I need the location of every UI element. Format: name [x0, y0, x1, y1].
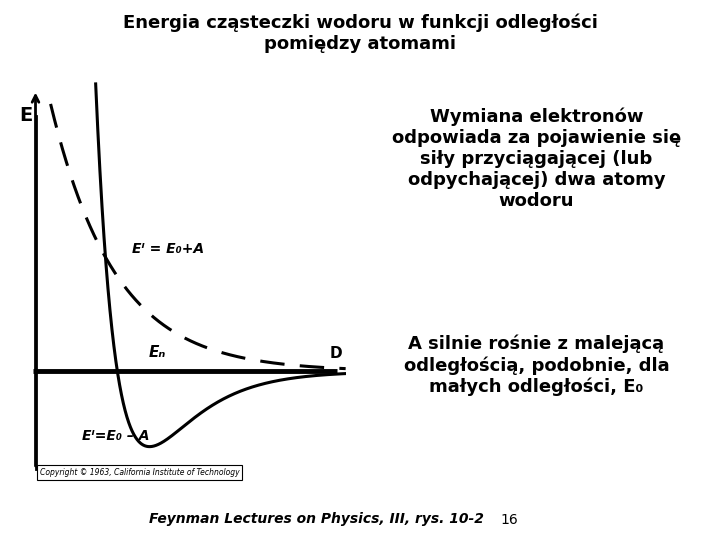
Text: Eᴵ = E₀+A: Eᴵ = E₀+A: [132, 242, 204, 256]
Text: E: E: [19, 106, 32, 125]
Text: 16: 16: [500, 512, 518, 526]
Text: Eₙ: Eₙ: [148, 345, 166, 360]
Text: Eᴵ=E₀ – A: Eᴵ=E₀ – A: [81, 429, 149, 443]
Text: Feynman Lectures on Physics, III, rys. 10-2: Feynman Lectures on Physics, III, rys. 1…: [149, 512, 485, 526]
Text: A silnie rośnie z malejącą
odległością, podobnie, dla
małych odległości, E₀: A silnie rośnie z malejącą odległością, …: [404, 335, 669, 396]
Text: Energia cząsteczki wodoru w funkcji odległości
pomiędzy atomami: Energia cząsteczki wodoru w funkcji odle…: [122, 14, 598, 53]
Text: Wymiana elektronów
odpowiada za pojawienie się
siły przyciągającej (lub
odpychaj: Wymiana elektronów odpowiada za pojawien…: [392, 108, 681, 210]
Text: Copyright © 1963, California Institute of Technology: Copyright © 1963, California Institute o…: [40, 468, 239, 477]
Text: D: D: [329, 347, 342, 361]
